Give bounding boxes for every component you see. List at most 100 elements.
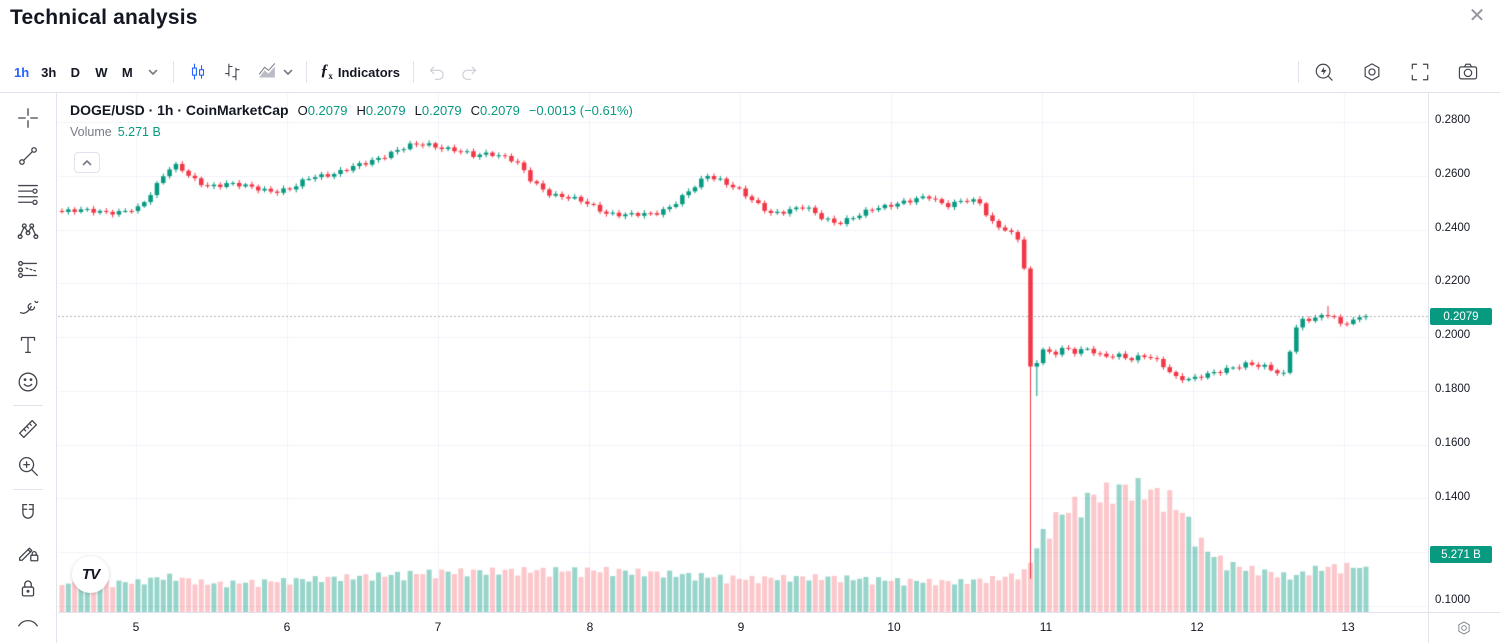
toolbar-separator: [412, 61, 414, 83]
chart-toolbar: 1h 3h D W M ƒx Indicators: [0, 52, 1500, 93]
trend-line-icon: [19, 146, 37, 165]
chart-type-area-button[interactable]: [249, 58, 299, 86]
drawing-toolbar: [0, 93, 57, 643]
open-label: O: [297, 103, 308, 118]
legend-collapse-button[interactable]: [74, 152, 100, 173]
tool-trend-line[interactable]: [8, 137, 48, 175]
time-scale[interactable]: 5 6 7 8 9 10 11 12 13: [58, 612, 1428, 643]
area-icon: [259, 62, 276, 78]
chart-legend: DOGE/USD · 1h · CoinMarketCap O0.2079 H0.2…: [70, 102, 633, 139]
price-tick: 0.2800: [1435, 114, 1471, 126]
fib-retracement-icon: [18, 185, 38, 206]
tradingview-logo[interactable]: TV: [72, 556, 109, 593]
magnet-icon: [22, 504, 34, 519]
price-scale[interactable]: 0.2800 0.2600 0.2400 0.2200 0.2000 0.180…: [1428, 93, 1500, 612]
chart-type-candles-button[interactable]: [181, 58, 215, 86]
title-bar: Technical analysis ✕: [0, 0, 1500, 52]
tradingview-logo-text: TV: [81, 566, 100, 583]
undo-icon: [429, 66, 444, 80]
alert-button[interactable]: [1306, 58, 1342, 86]
chart-type-bars-button[interactable]: [215, 58, 249, 86]
change-value: −0.0013 (−0.61%): [528, 103, 633, 118]
interval-button-1h[interactable]: 1h: [8, 58, 35, 86]
price-tick: 0.1000: [1435, 594, 1471, 606]
fx-icon: ƒx: [320, 62, 333, 82]
zoom-in-icon: [18, 457, 38, 477]
drawing-mode-lock-icon: [18, 547, 39, 562]
last-volume-badge: 5.271 B: [1430, 546, 1492, 563]
price-tick: 0.2600: [1435, 168, 1471, 180]
tool-text[interactable]: [8, 325, 48, 363]
chevron-down-icon: [149, 69, 158, 75]
symbol-title: DOGE/USD · 1h · CoinMarketCap: [70, 102, 289, 118]
redo-button[interactable]: [453, 58, 485, 86]
indicators-button[interactable]: ƒx Indicators: [314, 58, 406, 86]
sidebar-divider: [13, 404, 43, 406]
time-tick: 8: [586, 620, 594, 634]
camera-icon: [1458, 63, 1478, 80]
tool-fib-retracement[interactable]: [8, 174, 48, 212]
tool-emoji[interactable]: [8, 363, 48, 401]
settings-button[interactable]: [1354, 58, 1390, 86]
volume-value: 5.271 B: [117, 125, 161, 139]
long-position-icon: [18, 260, 38, 278]
page-title: Technical analysis: [10, 6, 198, 29]
high-label: H: [356, 103, 366, 118]
close-value: 0.2079: [480, 103, 520, 118]
tool-long-position[interactable]: [8, 250, 48, 288]
toolbar-separator: [1298, 61, 1299, 83]
interval-button-w[interactable]: W: [88, 58, 114, 86]
tool-drawing-mode-lock[interactable]: [8, 532, 48, 570]
time-tick: 5: [132, 620, 140, 634]
screenshot-button[interactable]: [1450, 58, 1486, 86]
volume-label: Volume: [70, 125, 112, 139]
price-tick: 0.1800: [1435, 383, 1471, 395]
fullscreen-button[interactable]: [1402, 58, 1438, 86]
tool-hide-drawings[interactable]: [8, 605, 48, 643]
lock-icon: [21, 580, 35, 598]
tool-ruler[interactable]: [8, 410, 48, 448]
undo-button[interactable]: [421, 58, 453, 86]
settings-icon: [1364, 63, 1380, 81]
volume-legend: Volume 5.271 B: [70, 125, 633, 139]
xabcd-pattern-icon: [17, 223, 39, 240]
chevron-down-icon: [284, 69, 293, 75]
close-button[interactable]: ✕: [1464, 2, 1490, 28]
toolbar-separator: [306, 61, 308, 83]
gear-icon: [1458, 621, 1470, 635]
interval-button-d[interactable]: D: [62, 58, 88, 86]
high-value: 0.2079: [365, 103, 406, 118]
bars-icon: [225, 63, 240, 81]
time-scale-settings[interactable]: [1428, 612, 1500, 643]
interval-button-m[interactable]: M: [114, 58, 140, 86]
text-icon: [20, 337, 36, 354]
tool-xabcd-pattern[interactable]: [8, 212, 48, 250]
time-tick: 6: [283, 620, 291, 634]
tool-magnet[interactable]: [8, 494, 48, 532]
chevron-up-icon: [82, 159, 92, 165]
candles-icon: [192, 63, 205, 80]
time-tick: 7: [434, 620, 442, 634]
tool-lock-all[interactable]: [8, 570, 48, 608]
tool-crosshair[interactable]: [8, 99, 48, 137]
low-value: 0.2079: [421, 103, 462, 118]
interval-menu-button[interactable]: [140, 58, 166, 86]
chart-canvas[interactable]: [58, 93, 1428, 612]
price-tick: 0.1400: [1435, 491, 1471, 503]
chart-pane[interactable]: DOGE/USD · 1h · CoinMarketCap O0.2079 H0.2…: [58, 93, 1428, 612]
price-tick: 0.2400: [1435, 222, 1471, 234]
price-tick: 0.1600: [1435, 437, 1471, 449]
alert-icon: [1315, 63, 1333, 81]
time-tick: 9: [737, 620, 745, 634]
low-label: L: [414, 103, 422, 118]
indicators-label: Indicators: [337, 64, 400, 80]
crosshair-icon: [18, 107, 38, 128]
ruler-icon: [18, 419, 38, 438]
open-value: 0.2079: [307, 103, 348, 118]
tool-brush[interactable]: [8, 288, 48, 326]
tool-zoom-in[interactable]: [8, 447, 48, 485]
interval-button-3h[interactable]: 3h: [35, 58, 62, 86]
close-label: C: [470, 103, 481, 118]
eye-icon: [18, 620, 38, 627]
brush-icon: [19, 301, 39, 315]
